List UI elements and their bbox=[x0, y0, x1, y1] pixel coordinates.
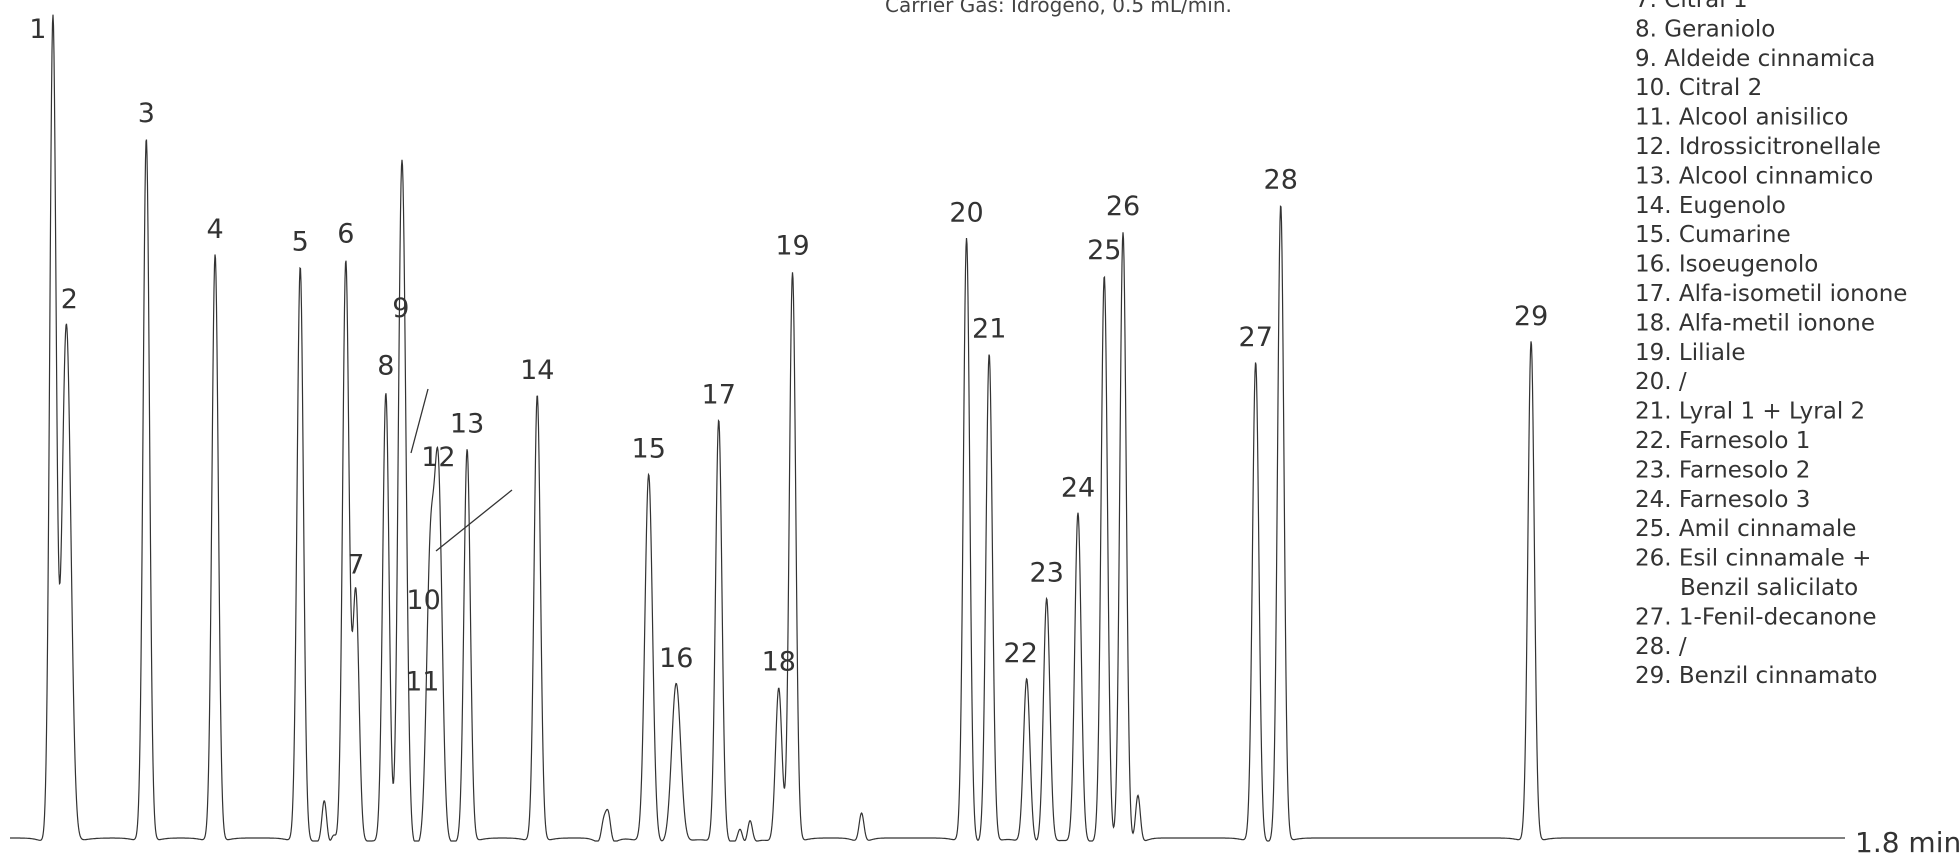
legend-item: 19. Liliale bbox=[1635, 340, 1746, 366]
peak-label-9: 9 bbox=[392, 293, 409, 324]
carrier-gas-caption: Carrier Gas: Idrogeno, 0.5 mL/min. bbox=[885, 0, 1232, 17]
peak-label-8: 8 bbox=[377, 351, 394, 382]
legend-item: 10. Citral 2 bbox=[1635, 75, 1762, 101]
peak-label-29: 29 bbox=[1514, 301, 1548, 332]
peak-label-6: 6 bbox=[337, 218, 354, 249]
peak-label-18: 18 bbox=[762, 646, 796, 677]
legend: 7. Citral 1 8. Geraniolo 9. Aldeide cinnam… bbox=[1635, 0, 1907, 689]
legend-item: 20. / bbox=[1635, 369, 1687, 395]
legend-item: 26. Esil cinnamale + bbox=[1635, 546, 1871, 572]
peak-label-19: 19 bbox=[775, 231, 809, 262]
peak-label-25: 25 bbox=[1087, 235, 1121, 266]
peak-label-20: 20 bbox=[949, 198, 983, 229]
chromatogram-trace bbox=[10, 14, 1845, 842]
legend-item: 16. Isoeugenolo bbox=[1635, 252, 1818, 278]
peak-label-15: 15 bbox=[632, 434, 666, 465]
leader-line-11 bbox=[435, 489, 513, 552]
peak-label-10: 10 bbox=[406, 585, 440, 616]
peak-label-11: 11 bbox=[405, 667, 439, 698]
peak-label-2: 2 bbox=[61, 284, 78, 315]
peak-label-4: 4 bbox=[207, 214, 224, 245]
leader-line-10 bbox=[410, 388, 429, 454]
legend-item: 28. / bbox=[1635, 634, 1687, 660]
legend-item: 12. Idrossicitronellale bbox=[1635, 134, 1881, 160]
peak-label-14: 14 bbox=[520, 355, 554, 386]
legend-item: Benzil salicilato bbox=[1680, 575, 1858, 601]
peak-label-12: 12 bbox=[421, 442, 455, 473]
legend-item: 13. Alcool cinnamico bbox=[1635, 163, 1873, 189]
x-axis-end-label: 1.8 min bbox=[1855, 826, 1959, 856]
peak-label-21: 21 bbox=[972, 314, 1006, 345]
legend-item: 8. Geraniolo bbox=[1635, 16, 1775, 42]
legend-item: 11. Alcool anisilico bbox=[1635, 105, 1848, 131]
legend-item: 7. Citral 1 bbox=[1635, 0, 1748, 13]
legend-item: 18. Alfa-metil ionone bbox=[1635, 310, 1875, 336]
legend-item: 21. Lyral 1 + Lyral 2 bbox=[1635, 399, 1865, 425]
peak-label-17: 17 bbox=[702, 380, 736, 411]
legend-item: 23. Farnesolo 2 bbox=[1635, 457, 1810, 483]
peak-label-22: 22 bbox=[1004, 638, 1038, 669]
legend-item: 14. Eugenolo bbox=[1635, 193, 1786, 219]
peak-label-1: 1 bbox=[29, 14, 46, 45]
legend-item: 15. Cumarine bbox=[1635, 222, 1791, 248]
legend-item: 9. Aldeide cinnamica bbox=[1635, 46, 1875, 72]
peak-label-13: 13 bbox=[450, 409, 484, 440]
peak-label-26: 26 bbox=[1106, 191, 1140, 222]
legend-item: 27. 1-Fenil-decanone bbox=[1635, 604, 1876, 630]
legend-item: 29. Benzil cinnamato bbox=[1635, 663, 1877, 689]
peak-label-3: 3 bbox=[138, 98, 155, 129]
peak-label-5: 5 bbox=[292, 227, 309, 258]
legend-item: 24. Farnesolo 3 bbox=[1635, 487, 1810, 513]
legend-item: 22. Farnesolo 1 bbox=[1635, 428, 1810, 454]
peak-label-24: 24 bbox=[1061, 473, 1095, 504]
peak-label-23: 23 bbox=[1030, 558, 1064, 589]
peak-label-7: 7 bbox=[347, 550, 364, 581]
peak-label-28: 28 bbox=[1264, 164, 1298, 195]
legend-item: 25. Amil cinnamale bbox=[1635, 516, 1856, 542]
peak-label-16: 16 bbox=[659, 643, 693, 674]
peak-label-27: 27 bbox=[1239, 322, 1273, 353]
legend-item: 17. Alfa-isometil ionone bbox=[1635, 281, 1907, 307]
